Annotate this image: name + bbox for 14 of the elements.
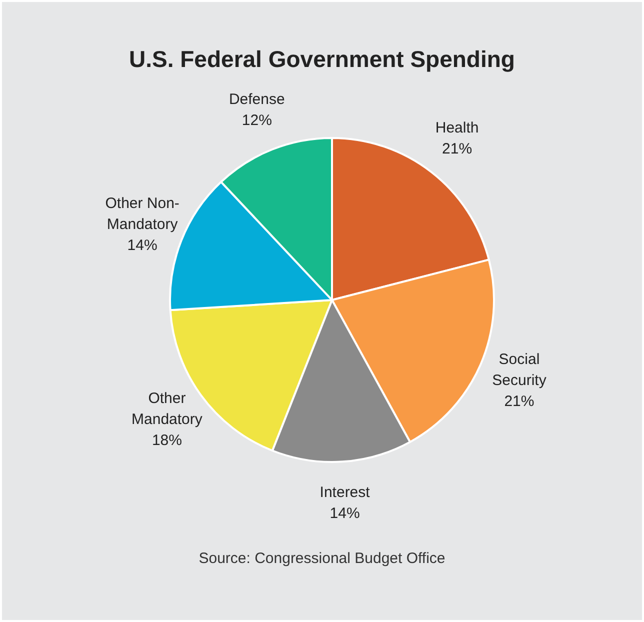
slice-label: Social Security [492, 351, 547, 390]
source-note: Source: Congressional Budget Office [198, 550, 446, 567]
data-label: 21% [442, 140, 472, 158]
slice-label: Other Mandatory [132, 390, 203, 428]
chart-title: U.S. Federal Government Spending [128, 46, 516, 73]
slice-label: Health [435, 119, 479, 136]
data-label: 21% [504, 393, 534, 410]
data-label: 14% [127, 237, 158, 254]
slice-label: Defense [228, 90, 285, 108]
data-label: 18% [152, 432, 182, 450]
slice-label: Interest [320, 484, 371, 502]
data-label: 14% [330, 505, 360, 522]
data-label: 12% [242, 112, 272, 129]
slice-label: Other Non-Mandatory [105, 195, 180, 234]
